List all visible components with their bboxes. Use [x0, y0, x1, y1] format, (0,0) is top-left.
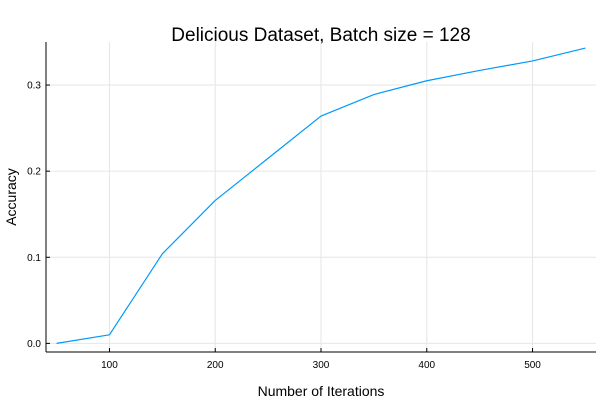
ticks: 100 200 300 400 500 0.0 0.1 0.2 0.3 [27, 81, 541, 371]
x-tick-label: 100 [101, 360, 118, 371]
x-tick-label: 500 [524, 360, 541, 371]
grid [46, 42, 596, 352]
chart-title: Delicious Dataset, Batch size = 128 [171, 25, 470, 46]
series-layer [56, 47, 586, 344]
x-axis-label: Number of Iterations [258, 383, 385, 399]
y-tick-label: 0.2 [27, 167, 41, 178]
x-tick-label: 400 [418, 360, 435, 371]
x-tick-label: 200 [207, 360, 224, 371]
x-tick-label: 300 [313, 360, 330, 371]
y-axis-label: Accuracy [3, 168, 19, 226]
y-tick-label: 0.0 [27, 339, 41, 350]
y-tick-label: 0.1 [27, 253, 41, 264]
y-tick-label: 0.3 [27, 81, 41, 92]
